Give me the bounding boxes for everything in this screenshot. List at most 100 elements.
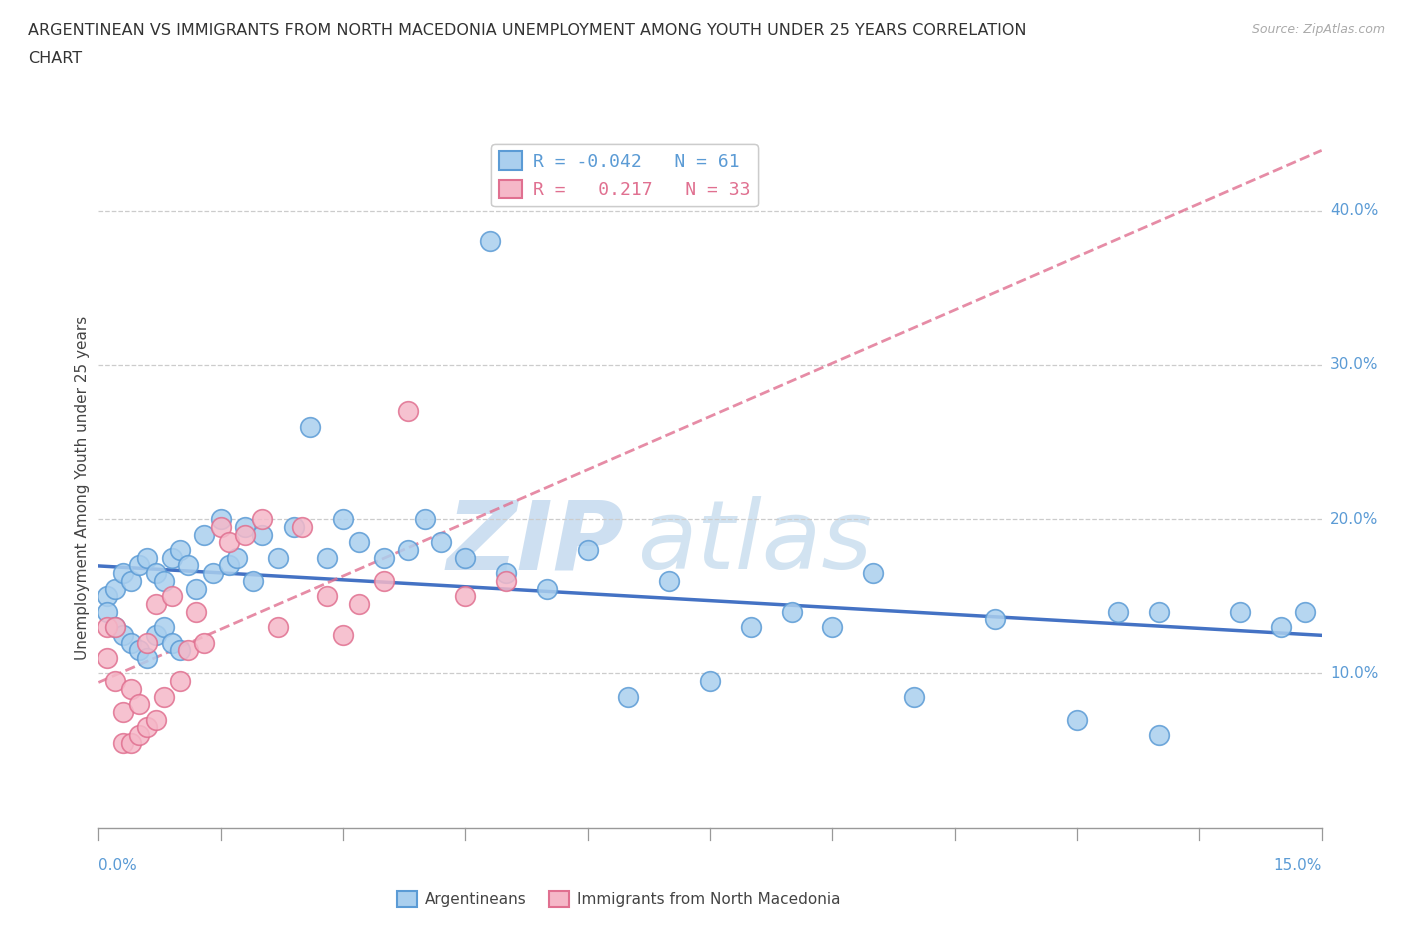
Point [242, 574, 264, 589]
Point [104, 673, 127, 688]
Point [332, 512, 354, 526]
Point [96, 589, 118, 604]
Point [120, 736, 142, 751]
Point [169, 643, 191, 658]
Text: Source: ZipAtlas.com: Source: ZipAtlas.com [1251, 23, 1385, 36]
Y-axis label: Unemployment Among Youth under 25 years: Unemployment Among Youth under 25 years [75, 316, 90, 660]
Point [96, 619, 118, 634]
Point [658, 574, 681, 589]
Point [96, 604, 118, 619]
Point [740, 619, 762, 634]
Point [233, 527, 256, 542]
Point [177, 558, 200, 573]
Point [193, 527, 215, 542]
Point [1066, 712, 1088, 727]
Text: ZIP: ZIP [447, 496, 624, 589]
Point [201, 565, 224, 580]
Point [136, 651, 159, 666]
Text: atlas: atlas [637, 496, 872, 589]
Point [218, 558, 240, 573]
Point [396, 542, 419, 557]
Point [111, 736, 134, 751]
Point [136, 551, 159, 565]
Point [291, 519, 314, 534]
Point [136, 720, 159, 735]
Point [152, 574, 174, 589]
Point [1107, 604, 1129, 619]
Point [145, 596, 167, 611]
Point [152, 619, 174, 634]
Point [430, 535, 453, 550]
Point [152, 689, 174, 704]
Point [226, 551, 249, 565]
Point [104, 581, 127, 596]
Point [136, 635, 159, 650]
Point [862, 565, 884, 580]
Point [96, 651, 118, 666]
Point [177, 643, 200, 658]
Point [104, 619, 127, 634]
Point [903, 689, 925, 704]
Point [145, 565, 167, 580]
Point [128, 697, 150, 711]
Point [233, 519, 256, 534]
Point [120, 682, 142, 697]
Point [780, 604, 803, 619]
Text: 40.0%: 40.0% [1330, 203, 1378, 218]
Point [104, 619, 127, 634]
Point [1147, 727, 1170, 742]
Point [332, 628, 354, 643]
Point [169, 542, 191, 557]
Point [250, 527, 273, 542]
Point [576, 542, 599, 557]
Point [111, 628, 134, 643]
Point [186, 604, 208, 619]
Point [1270, 619, 1292, 634]
Point [250, 512, 273, 526]
Point [209, 512, 232, 526]
Point [349, 596, 371, 611]
Point [209, 519, 232, 534]
Point [315, 551, 337, 565]
Point [396, 404, 419, 418]
Point [160, 589, 183, 604]
Point [186, 581, 208, 596]
Point [821, 619, 844, 634]
Point [1229, 604, 1251, 619]
Point [283, 519, 305, 534]
Point [120, 635, 142, 650]
Point [160, 551, 183, 565]
Point [373, 574, 395, 589]
Text: 30.0%: 30.0% [1330, 357, 1378, 372]
Point [111, 565, 134, 580]
Point [160, 635, 183, 650]
Point [299, 419, 322, 434]
Text: CHART: CHART [28, 51, 82, 66]
Point [454, 551, 477, 565]
Point [413, 512, 436, 526]
Point [128, 558, 150, 573]
Point [536, 581, 558, 596]
Text: 20.0%: 20.0% [1330, 512, 1378, 526]
Text: 10.0%: 10.0% [1330, 666, 1378, 681]
Point [120, 574, 142, 589]
Point [315, 589, 337, 604]
Point [145, 712, 167, 727]
Legend: R = -0.042   N = 61, R =   0.217   N = 33: R = -0.042 N = 61, R = 0.217 N = 33 [491, 144, 758, 206]
Point [128, 643, 150, 658]
Text: 15.0%: 15.0% [1274, 858, 1322, 873]
Point [1294, 604, 1316, 619]
Point [495, 565, 517, 580]
Point [984, 612, 1007, 627]
Point [373, 551, 395, 565]
Point [267, 619, 290, 634]
Legend: Argentineans, Immigrants from North Macedonia: Argentineans, Immigrants from North Mace… [391, 884, 846, 913]
Point [495, 574, 517, 589]
Point [349, 535, 371, 550]
Text: ARGENTINEAN VS IMMIGRANTS FROM NORTH MACEDONIA UNEMPLOYMENT AMONG YOUTH UNDER 25: ARGENTINEAN VS IMMIGRANTS FROM NORTH MAC… [28, 23, 1026, 38]
Point [193, 635, 215, 650]
Text: 0.0%: 0.0% [98, 858, 138, 873]
Point [267, 551, 290, 565]
Point [169, 673, 191, 688]
Point [454, 589, 477, 604]
